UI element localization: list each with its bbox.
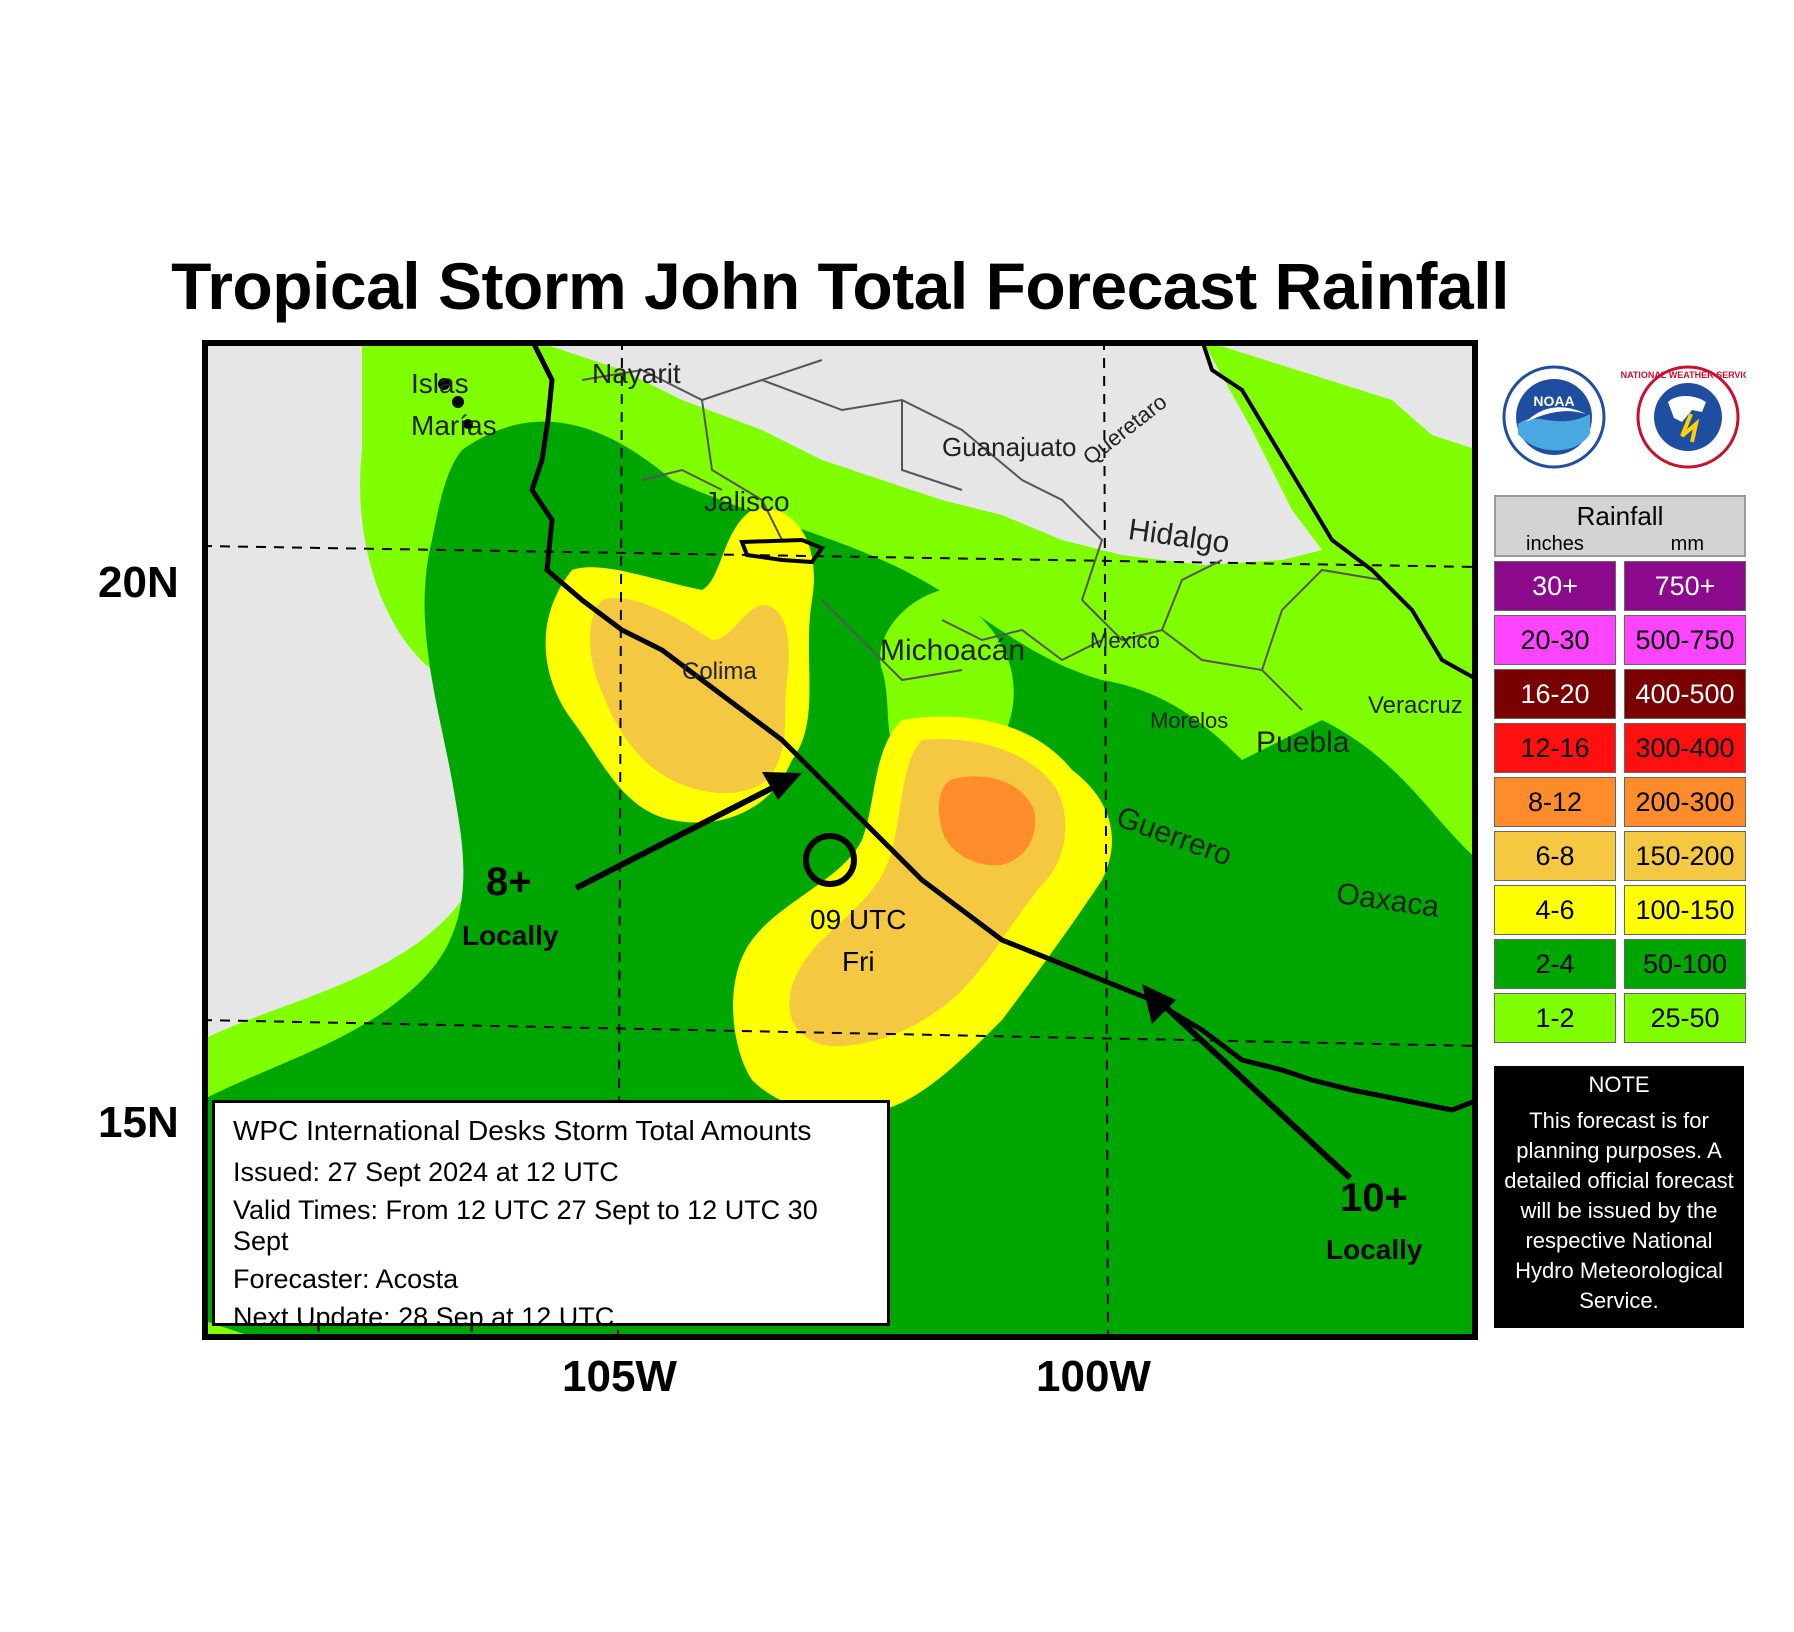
land-no-rain xyxy=(532,340,1322,565)
label-veracruz: Veracruz xyxy=(1368,692,1463,719)
note-title: NOTE xyxy=(1588,1072,1650,1097)
legend-cell-mm: 500-750 xyxy=(1624,615,1746,665)
label-morelos: Morelos xyxy=(1150,708,1229,733)
legend-row: 2-4 50-100 xyxy=(1494,939,1746,989)
label-michoacan: Michoacán xyxy=(880,634,1026,667)
land-no-rain-right xyxy=(1202,340,1478,450)
lon-label-105w: 105W xyxy=(562,1352,677,1401)
annotation-left-note: Locally xyxy=(462,920,559,951)
lon-100w-line xyxy=(1103,340,1109,1340)
legend-row: 12-16 300-400 xyxy=(1494,723,1746,773)
storm-position-marker xyxy=(803,833,857,887)
legend-cell-inches: 6-8 xyxy=(1494,831,1616,881)
legend-cell-mm: 750+ xyxy=(1624,561,1746,611)
agency-logos: NOAA NATIONAL WEATHER SERVICE xyxy=(1502,365,1746,469)
legend-cell-inches: 4-6 xyxy=(1494,885,1616,935)
label-nayarit: Nayarit xyxy=(592,358,681,389)
legend-cell-mm: 50-100 xyxy=(1624,939,1746,989)
legend-row: 20-30 500-750 xyxy=(1494,615,1746,665)
legend-row: 8-12 200-300 xyxy=(1494,777,1746,827)
legend-cell-inches: 20-30 xyxy=(1494,615,1616,665)
legend-cell-mm: 300-400 xyxy=(1624,723,1746,773)
note-box: NOTE This forecast is for planning purpo… xyxy=(1494,1066,1744,1328)
lat-20n-line xyxy=(202,545,1478,568)
legend-cell-mm: 200-300 xyxy=(1624,777,1746,827)
legend-row: 6-8 150-200 xyxy=(1494,831,1746,881)
legend-cell-inches: 12-16 xyxy=(1494,723,1616,773)
legend-row: 4-6 100-150 xyxy=(1494,885,1746,935)
legend-unit-mm: mm xyxy=(1670,533,1704,555)
lat-label-15n: 15N xyxy=(98,1098,179,1147)
rain-6-8-west xyxy=(590,598,789,794)
rainfall-legend: Rainfall inches mm 30+ 750+ 20-30 500-750 16… xyxy=(1494,495,1746,1043)
arrow-left-shaft xyxy=(574,780,784,891)
legend-row: 16-20 400-500 xyxy=(1494,669,1746,719)
page-title: Tropical Storm John Total Forecast Rainf… xyxy=(171,249,1509,323)
arrow-right-shaft xyxy=(1155,997,1353,1181)
annotation-storm-time: 09 UTC xyxy=(810,904,907,935)
lat-15n-line xyxy=(202,1019,1478,1047)
map-frame xyxy=(202,340,1478,1340)
label-guanajuato: Guanajuato xyxy=(942,432,1077,462)
lat-label-20n: 20N xyxy=(98,558,179,607)
annotation-left-amount: 8+ xyxy=(486,860,532,904)
legend-row: 1-2 25-50 xyxy=(1494,993,1746,1043)
label-puebla: Puebla xyxy=(1256,726,1350,759)
label-mexico: Mexico xyxy=(1090,628,1160,653)
noaa-logo-icon: NOAA xyxy=(1502,365,1606,469)
coastline xyxy=(529,340,1478,1113)
legend-cell-inches: 2-4 xyxy=(1494,939,1616,989)
coastline-gulf xyxy=(1200,340,1478,682)
legend-cell-mm: 25-50 xyxy=(1624,993,1746,1043)
info-heading: WPC International Desks Storm Total Amou… xyxy=(233,1115,812,1146)
state-borders xyxy=(581,359,1383,711)
legend-cell-inches: 30+ xyxy=(1494,561,1616,611)
label-colima: Colima xyxy=(682,658,757,685)
lon-label-100w: 100W xyxy=(1036,1352,1151,1401)
legend-title: Rainfall xyxy=(1576,501,1664,531)
legend-cell-inches: 1-2 xyxy=(1494,993,1616,1043)
nws-logo-text: NATIONAL WEATHER SERVICE xyxy=(1621,370,1746,380)
info-next-update: Next Update: 28 Sep at 12 UTC xyxy=(233,1302,615,1332)
annotation-storm-day: Fri xyxy=(842,946,875,977)
label-islas: Islas xyxy=(411,368,469,399)
nws-logo-icon: NATIONAL WEATHER SERVICE xyxy=(1621,365,1746,469)
rain-8-12-east xyxy=(938,776,1036,866)
legend-cell-mm: 150-200 xyxy=(1624,831,1746,881)
legend-header: Rainfall inches mm xyxy=(1494,495,1746,557)
label-jalisco: Jalisco xyxy=(704,486,790,517)
note-body: This forecast is for planning purposes. … xyxy=(1504,1108,1734,1313)
legend-cell-inches: 8-12 xyxy=(1494,777,1616,827)
info-box: WPC International Desks Storm Total Amou… xyxy=(212,1100,890,1332)
legend-cell-mm: 400-500 xyxy=(1624,669,1746,719)
info-issued: Issued: 27 Sept 2024 at 12 UTC xyxy=(233,1157,619,1187)
info-valid: Valid Times: From 12 UTC 27 Sept to 12 U… xyxy=(233,1195,818,1256)
noaa-logo-text: NOAA xyxy=(1533,393,1574,409)
arrow-left-head xyxy=(762,772,802,800)
legend-cell-inches: 16-20 xyxy=(1494,669,1616,719)
info-forecaster: Forecaster: Acosta xyxy=(233,1264,459,1294)
legend-cell-mm: 100-150 xyxy=(1624,885,1746,935)
island-1 xyxy=(438,378,450,390)
annotation-right-note: Locally xyxy=(1326,1234,1423,1265)
legend-unit-inches: inches xyxy=(1526,533,1584,555)
island-3 xyxy=(463,419,473,429)
label-marias: Marías xyxy=(411,410,497,441)
legend-row: 30+ 750+ xyxy=(1494,561,1746,611)
legend-rows: 30+ 750+ 20-30 500-750 16-20 400-500 12-16 300-… xyxy=(1494,561,1746,1043)
arrow-right-head xyxy=(1142,984,1176,1024)
island-2 xyxy=(452,396,464,408)
annotation-right-amount: 10+ xyxy=(1340,1176,1408,1220)
lake-chapala xyxy=(739,537,826,565)
